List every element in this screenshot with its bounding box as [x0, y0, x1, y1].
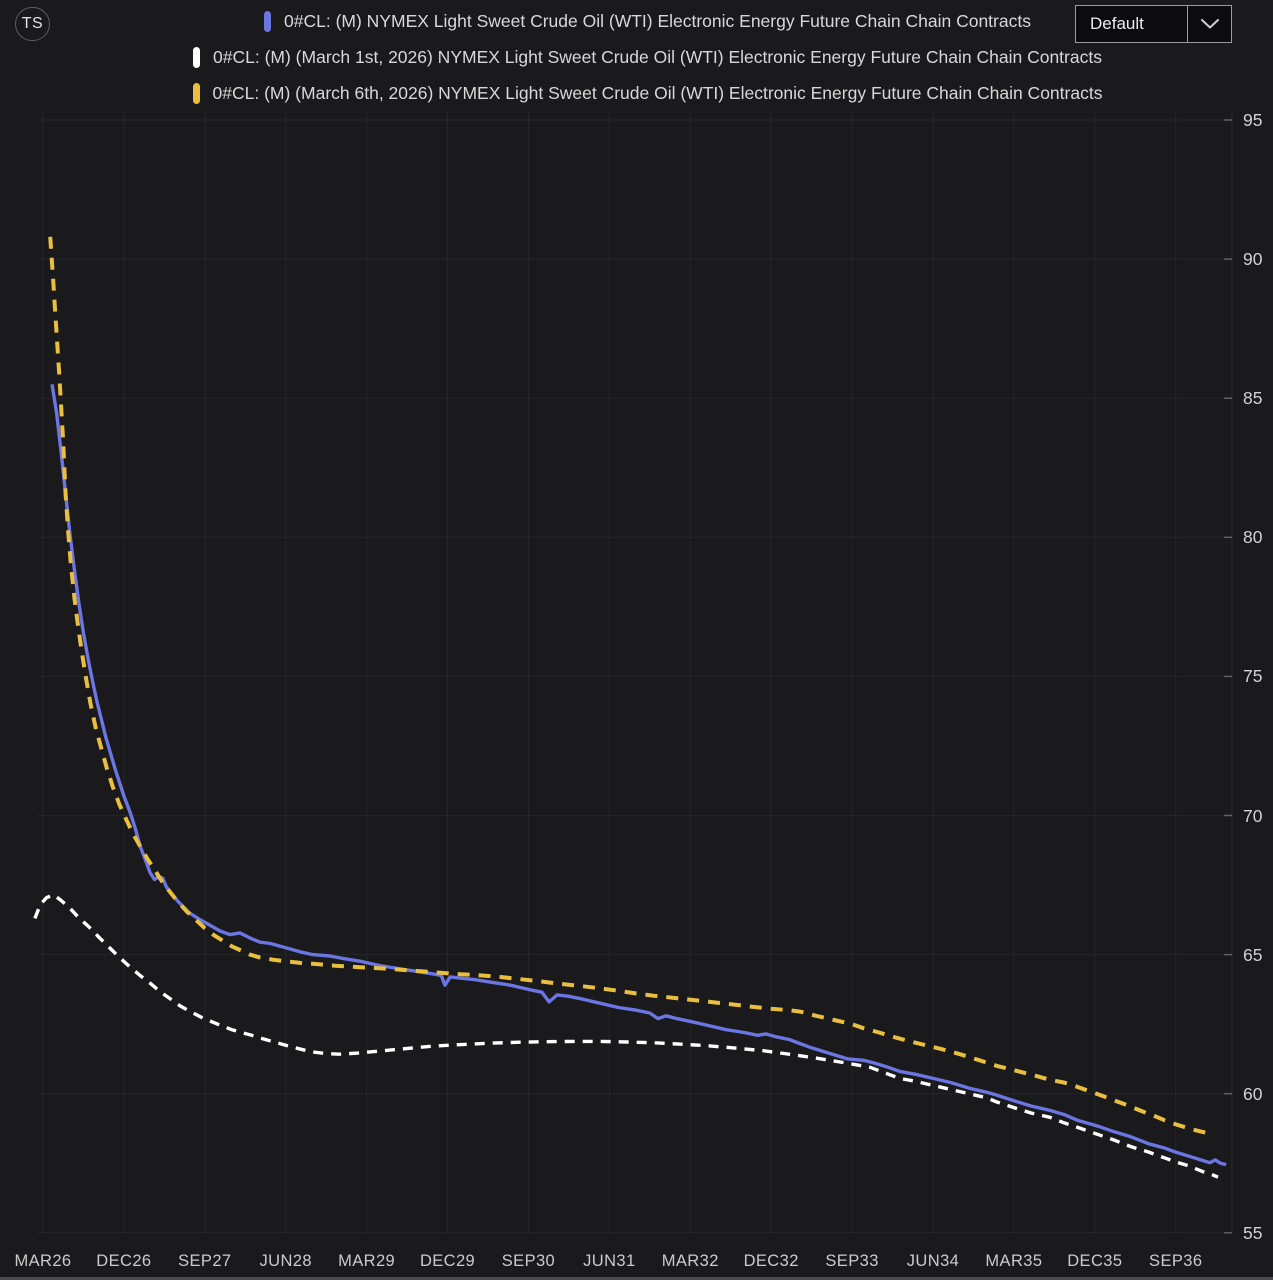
x-axis-label: JUN34 [906, 1252, 960, 1270]
x-axis-label: SEP30 [501, 1252, 556, 1270]
chart-template-select-value: Default [1090, 14, 1144, 33]
y-axis-label: 75 [1243, 666, 1263, 687]
ts-logo-button[interactable]: TS [15, 7, 50, 41]
y-axis-label: 80 [1243, 527, 1263, 548]
x-axis-label: DEC35 [1067, 1252, 1123, 1270]
legend-item-label: 0#CL: (M) (March 1st, 2026) NYMEX Light … [213, 47, 1102, 67]
legend-item-1[interactable]: 0#CL: (M) (March 1st, 2026) NYMEX Light … [193, 47, 1102, 68]
y-axis-label: 95 [1243, 110, 1263, 130]
x-axis-label: MAR26 [14, 1252, 72, 1270]
legend-marker-icon [192, 83, 200, 104]
x-axis-label: JUN31 [583, 1252, 636, 1270]
series-line-0 [50, 384, 1227, 1167]
dropdown-divider [1187, 6, 1188, 42]
x-axis-label: DEC32 [743, 1252, 799, 1270]
legend-item-label: 0#CL: (M) NYMEX Light Sweet Crude Oil (W… [284, 11, 1031, 31]
chart-template-select[interactable]: Default [1075, 5, 1232, 43]
x-axis-label: MAR32 [661, 1252, 719, 1270]
y-axis-label: 65 [1243, 944, 1263, 965]
x-axis-label: JUN28 [259, 1252, 312, 1270]
legend-item-0[interactable]: 0#CL: (M) NYMEX Light Sweet Crude Oil (W… [264, 11, 1031, 32]
y-axis-label: 60 [1243, 1083, 1263, 1104]
x-axis-label: MAR29 [338, 1252, 396, 1270]
series-line-2 [48, 236, 1213, 1136]
y-axis-label: 70 [1243, 805, 1263, 826]
legend-marker-icon [264, 11, 272, 32]
x-axis-label: DEC26 [96, 1252, 152, 1270]
y-axis-label: 85 [1243, 388, 1263, 409]
x-axis-label: MAR35 [985, 1252, 1043, 1270]
y-axis-label: 55 [1243, 1222, 1263, 1243]
x-axis-label: SEP27 [178, 1252, 232, 1270]
y-axis-label: 90 [1243, 249, 1263, 270]
x-axis-label: SEP36 [1149, 1252, 1203, 1270]
x-axis-label: SEP33 [825, 1252, 879, 1270]
legend-item-2[interactable]: 0#CL: (M) (March 6th, 2026) NYMEX Light … [192, 83, 1103, 104]
legend-marker-icon [193, 47, 201, 68]
chart-legend: 0#CL: (M) NYMEX Light Sweet Crude Oil (W… [22, 11, 1273, 104]
x-axis-label: DEC29 [419, 1252, 476, 1270]
legend-item-label: 0#CL: (M) (March 6th, 2026) NYMEX Light … [212, 83, 1103, 103]
series-line-1 [33, 893, 1219, 1179]
horizontal-scrollbar[interactable] [0, 1277, 1273, 1280]
chevron-down-icon [1188, 6, 1231, 42]
